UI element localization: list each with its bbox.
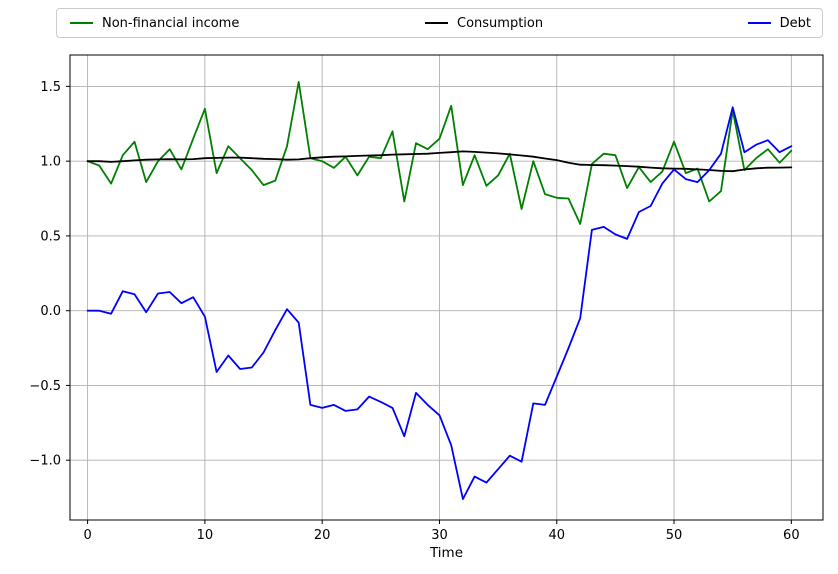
series-line-non-financial-income bbox=[86, 81, 793, 225]
legend-entry-debt: Debt bbox=[747, 9, 811, 37]
legend-line-swatch-green bbox=[70, 22, 93, 24]
legend-entry-non-financial-income: Non-financial income bbox=[70, 9, 239, 37]
x-tick-label: 10 bbox=[197, 528, 214, 543]
series-line-debt bbox=[86, 106, 793, 501]
y-tick-label: −0.5 bbox=[29, 379, 61, 394]
legend: Non-financial income Consumption Debt bbox=[56, 8, 823, 38]
x-tick-label: 50 bbox=[666, 528, 683, 543]
legend-line-swatch-black bbox=[425, 22, 448, 24]
y-tick-label: 0.5 bbox=[40, 229, 61, 244]
x-tick-label: 30 bbox=[431, 528, 448, 543]
legend-line-swatch-blue bbox=[747, 22, 771, 24]
x-tick-label: 60 bbox=[783, 528, 800, 543]
legend-label-consumption: Consumption bbox=[457, 15, 544, 31]
y-tick-label: −1.0 bbox=[29, 454, 61, 469]
y-tick-label: 0.0 bbox=[40, 304, 61, 319]
axes-frame bbox=[69, 54, 824, 521]
x-axis-title: Time bbox=[429, 545, 463, 561]
y-tick-label: 1.5 bbox=[40, 80, 61, 95]
x-tick-label: 40 bbox=[548, 528, 565, 543]
legend-label-debt: Debt bbox=[779, 15, 811, 31]
x-tick-label: 20 bbox=[314, 528, 331, 543]
legend-entry-consumption: Consumption bbox=[425, 9, 543, 37]
y-tick-label: 1.0 bbox=[40, 155, 61, 170]
x-tick-label: 0 bbox=[83, 528, 91, 543]
legend-label-non-financial-income: Non-financial income bbox=[102, 15, 240, 31]
